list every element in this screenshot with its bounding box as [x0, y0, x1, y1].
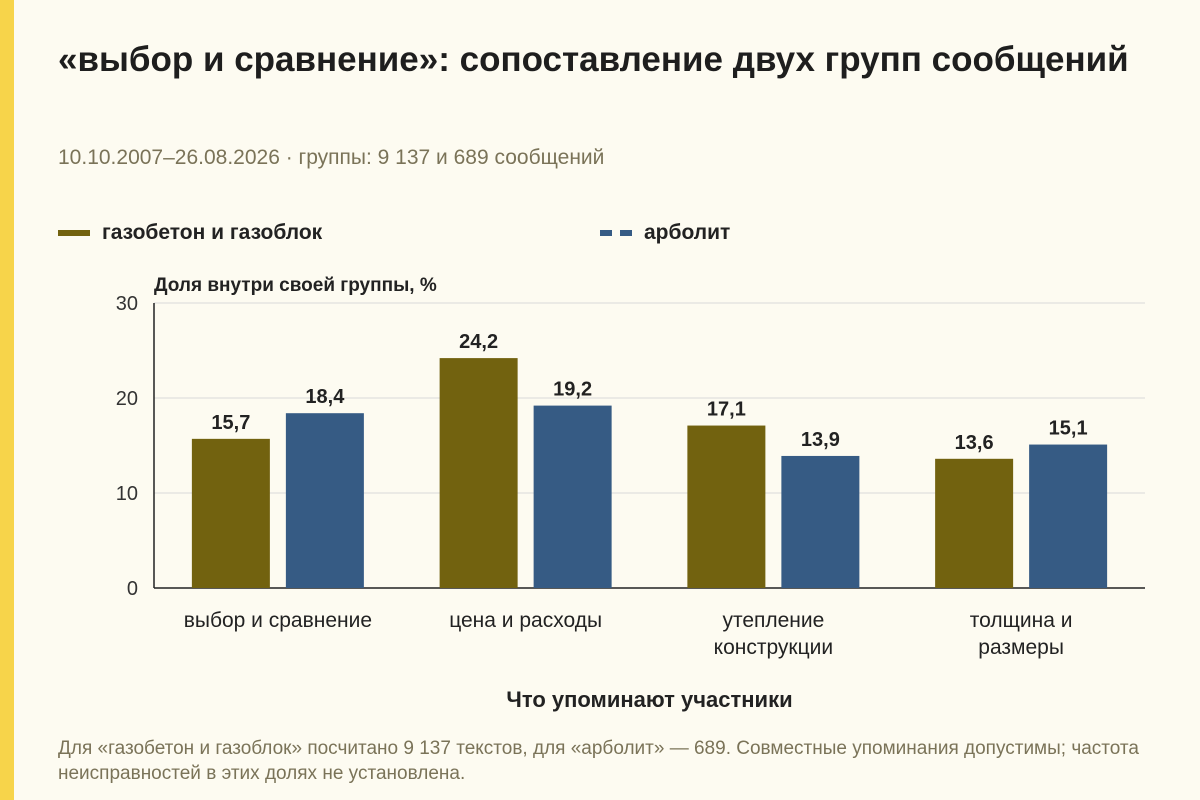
footnote: Для «газобетон и газоблок» посчитано 9 1… — [58, 738, 1139, 784]
chart-subtitle: 10.10.2007–26.08.2026 · группы: 9 137 и … — [58, 146, 605, 169]
x-tick-label-3-line-1: утепление — [722, 609, 824, 632]
accent-stripe — [0, 0, 14, 800]
bar-series-2-cat-1 — [285, 413, 364, 588]
legend-label-series-2: арболит — [644, 221, 731, 244]
value-label-series-1-cat-3: 17,1 — [707, 399, 746, 421]
bar-series-2-cat-2 — [533, 405, 612, 588]
value-label-series-2-cat-4: 15,1 — [1049, 418, 1088, 440]
legend-swatch-series-1 — [58, 230, 90, 236]
bar-series-1-cat-3 — [687, 425, 766, 588]
bar-series-1-cat-2 — [439, 358, 518, 588]
y-tick-label-1: 10 — [116, 483, 138, 505]
value-label-series-2-cat-2: 19,2 — [553, 379, 592, 401]
x-tick-label-4-line-1: толщина и — [970, 609, 1073, 632]
bar-series-1-cat-1 — [191, 438, 270, 588]
legend-item-series-1: газобетон и газоблок — [58, 221, 322, 245]
x-axis-title: Что упоминают участники — [506, 687, 792, 712]
legend-swatch-series-2 — [600, 230, 632, 236]
y-tick-label-3: 30 — [116, 293, 138, 315]
x-tick-label-3-line-2: конструкции — [714, 636, 833, 659]
value-label-series-2-cat-1: 18,4 — [305, 386, 345, 408]
x-tick-label-1-line-1: выбор и сравнение — [184, 609, 372, 632]
bar-series-1-cat-4 — [935, 458, 1014, 588]
legend-label-series-1: газобетон и газоблок — [102, 221, 323, 244]
chart-title: «выбор и сравнение»: сопоставление двух … — [58, 40, 1129, 79]
x-tick-label-2-line-1: цена и расходы — [449, 609, 602, 632]
bar-series-2-cat-4 — [1029, 444, 1108, 588]
value-label-series-1-cat-1: 15,7 — [211, 412, 250, 434]
bar-series-2-cat-3 — [781, 455, 860, 588]
value-label-series-1-cat-4: 13,6 — [955, 432, 994, 454]
y-tick-label-0: 0 — [127, 578, 138, 600]
x-tick-label-4-line-2: размеры — [978, 636, 1064, 659]
value-label-series-1-cat-2: 24,2 — [459, 331, 498, 353]
y-tick-label-2: 20 — [116, 388, 138, 410]
y-axis-title: Доля внутри своей группы, % — [154, 275, 437, 296]
value-label-series-2-cat-3: 13,9 — [801, 429, 840, 451]
legend-item-series-2: арболит — [600, 221, 730, 245]
